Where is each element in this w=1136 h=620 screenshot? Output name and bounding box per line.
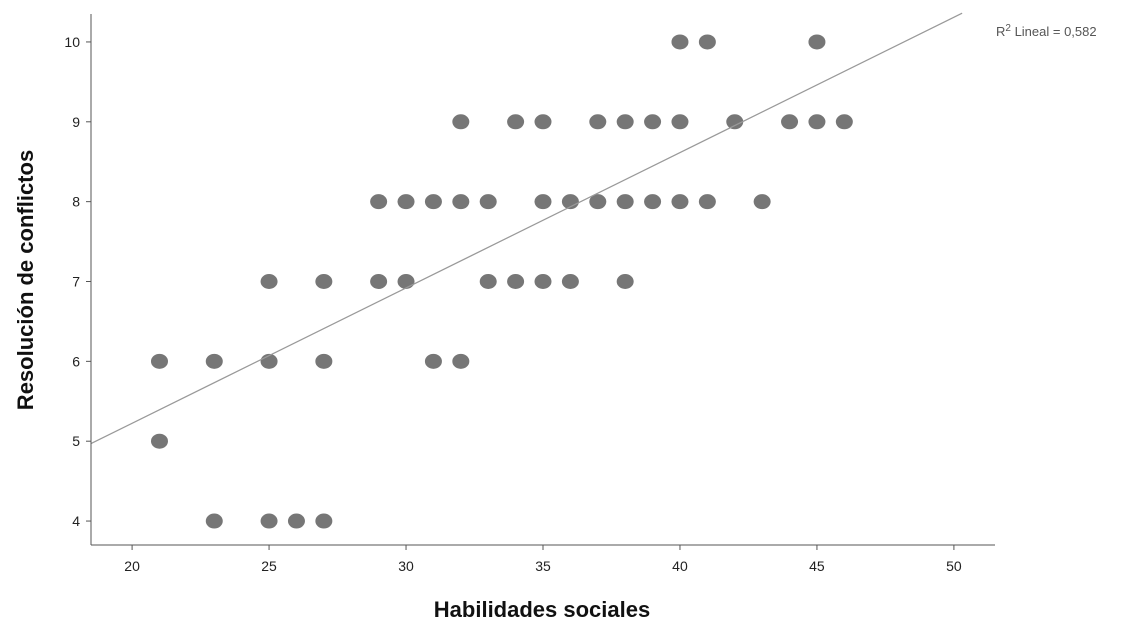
- data-point: [534, 194, 552, 210]
- data-point: [835, 114, 853, 130]
- r2-label-prefix: R: [996, 24, 1005, 39]
- data-point: [616, 114, 634, 130]
- data-point: [205, 513, 223, 529]
- data-point: [616, 194, 634, 210]
- data-point: [479, 194, 497, 210]
- data-point: [507, 114, 525, 130]
- data-point: [452, 114, 470, 130]
- x-ticks: 20 25 30 35 40 45 50: [124, 545, 962, 574]
- data-point: [589, 114, 607, 130]
- data-point: [315, 513, 333, 529]
- x-tick-label: 40: [672, 558, 688, 574]
- points-layer: [150, 34, 853, 529]
- data-point: [370, 273, 388, 289]
- x-tick-label: 30: [398, 558, 414, 574]
- data-point: [452, 194, 470, 210]
- y-tick-label: 10: [64, 34, 80, 50]
- data-point: [452, 353, 470, 369]
- y-tick-label: 5: [72, 433, 80, 449]
- data-point: [698, 34, 716, 50]
- data-point: [698, 194, 716, 210]
- data-point: [479, 273, 497, 289]
- x-tick-label: 50: [946, 558, 962, 574]
- data-point: [808, 114, 826, 130]
- data-point: [753, 194, 771, 210]
- x-tick-label: 25: [261, 558, 277, 574]
- data-point: [507, 273, 525, 289]
- data-point: [315, 273, 333, 289]
- y-tick-label: 6: [72, 353, 80, 369]
- x-axis-title: Habilidades sociales: [434, 597, 650, 620]
- data-point: [260, 273, 278, 289]
- data-point: [561, 194, 579, 210]
- y-tick-label: 7: [72, 273, 80, 289]
- r2-label: R2 Lineal = 0,582: [996, 23, 1097, 39]
- x-tick-label: 45: [809, 558, 825, 574]
- data-point: [589, 194, 607, 210]
- r2-label-superscript: 2: [1005, 23, 1011, 34]
- data-point: [616, 273, 634, 289]
- y-ticks: 4 5 6 7 8 9 10: [64, 34, 91, 529]
- data-point: [315, 353, 333, 369]
- data-point: [534, 114, 552, 130]
- data-point: [424, 353, 442, 369]
- data-point: [644, 194, 662, 210]
- data-point: [781, 114, 799, 130]
- data-point: [260, 513, 278, 529]
- data-point: [644, 114, 662, 130]
- data-point: [808, 34, 826, 50]
- data-point: [370, 194, 388, 210]
- data-point: [150, 353, 168, 369]
- data-point: [671, 194, 689, 210]
- data-point: [671, 34, 689, 50]
- y-tick-label: 8: [72, 194, 80, 210]
- data-point: [397, 194, 415, 210]
- data-point: [287, 513, 305, 529]
- data-point: [561, 273, 579, 289]
- data-point: [726, 114, 744, 130]
- data-point: [150, 433, 168, 449]
- data-point: [205, 353, 223, 369]
- fit-line: [90, 12, 963, 445]
- r2-label-rest: Lineal = 0,582: [1011, 24, 1097, 39]
- x-tick-label: 35: [535, 558, 551, 574]
- data-point: [397, 273, 415, 289]
- x-tick-label: 20: [124, 558, 140, 574]
- y-tick-label: 9: [72, 114, 80, 130]
- y-axis-title: Resolución de conflictos: [13, 150, 38, 410]
- data-point: [534, 273, 552, 289]
- data-point: [424, 194, 442, 210]
- data-point: [671, 114, 689, 130]
- y-tick-label: 4: [72, 513, 80, 529]
